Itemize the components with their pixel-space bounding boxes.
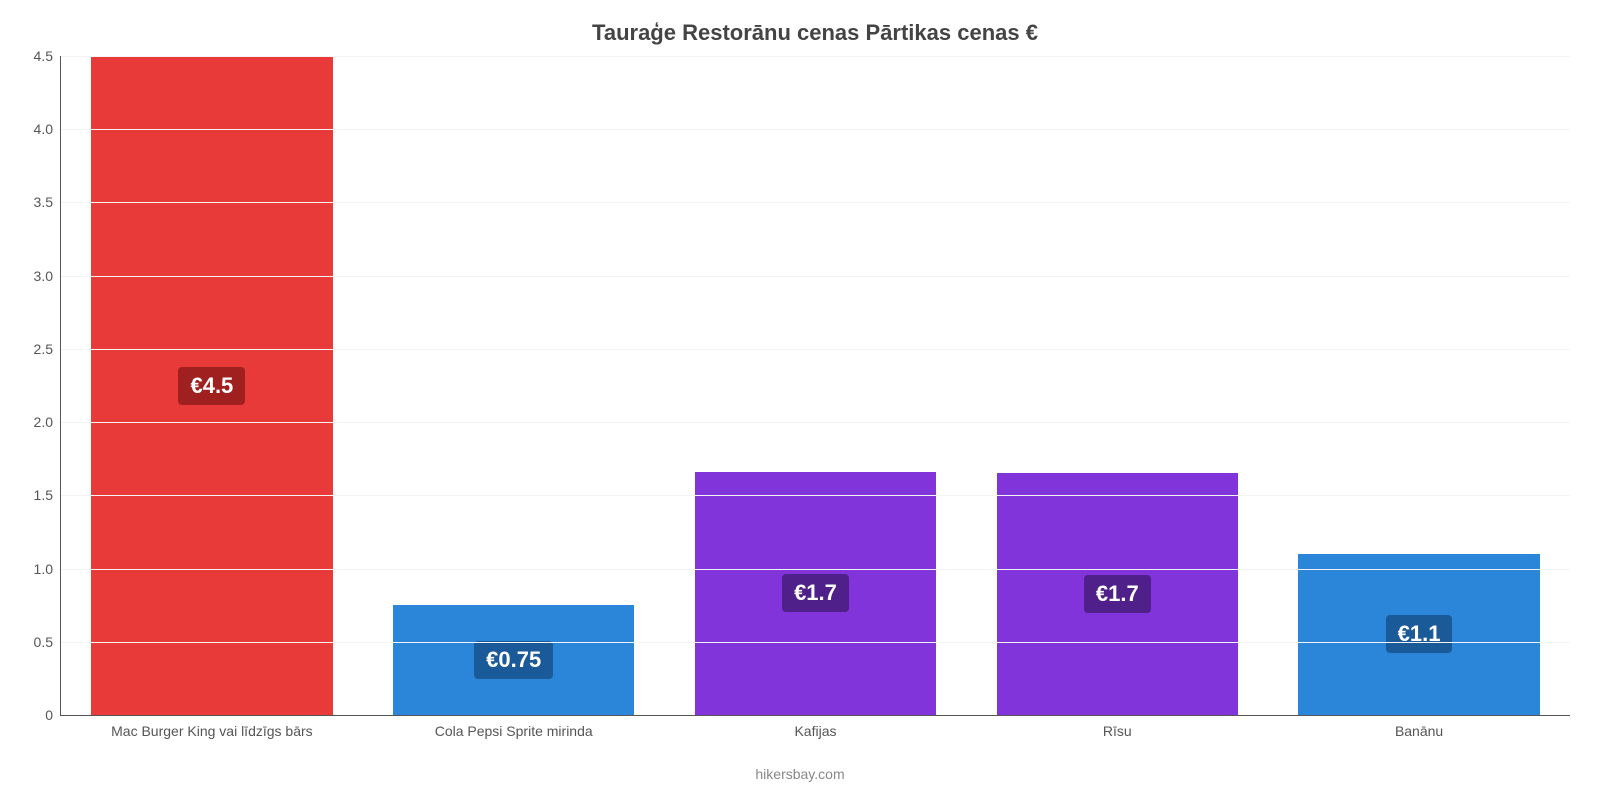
- bar-value-label: €1.7: [1084, 575, 1151, 613]
- x-tick-label: Mac Burger King vai līdzīgs bārs: [61, 715, 363, 739]
- bar: €1.7: [997, 473, 1238, 715]
- bar-value-label: €1.7: [782, 574, 849, 612]
- chart-title: Tauraģe Restorānu cenas Pārtikas cenas €: [60, 20, 1570, 46]
- grid-line: [61, 422, 1570, 423]
- bar-value-label: €4.5: [178, 367, 245, 405]
- y-tick-label: 2.0: [34, 414, 61, 430]
- grid-line: [61, 495, 1570, 496]
- x-tick-label: Kafijas: [665, 715, 967, 739]
- y-tick-label: 0: [45, 707, 61, 723]
- chart-attribution: hikersbay.com: [0, 766, 1600, 782]
- bar-value-label: €1.1: [1386, 615, 1453, 653]
- x-tick-label: Banānu: [1268, 715, 1570, 739]
- grid-line: [61, 569, 1570, 570]
- bar-slot: €1.7Rīsu: [966, 56, 1268, 715]
- bar-slot: €1.1Banānu: [1268, 56, 1570, 715]
- grid-line: [61, 129, 1570, 130]
- grid-line: [61, 276, 1570, 277]
- grid-line: [61, 202, 1570, 203]
- y-tick-label: 4.0: [34, 121, 61, 137]
- bar: €1.1: [1298, 554, 1539, 715]
- grid-line: [61, 56, 1570, 57]
- y-tick-label: 2.5: [34, 341, 61, 357]
- bar: €0.75: [393, 605, 634, 715]
- y-tick-label: 1.5: [34, 487, 61, 503]
- plot-area: €4.5Mac Burger King vai līdzīgs bārs€0.7…: [60, 56, 1570, 716]
- bar-slot: €4.5Mac Burger King vai līdzīgs bārs: [61, 56, 363, 715]
- x-tick-label: Rīsu: [966, 715, 1268, 739]
- y-tick-label: 3.0: [34, 268, 61, 284]
- y-tick-label: 4.5: [34, 48, 61, 64]
- x-tick-label: Cola Pepsi Sprite mirinda: [363, 715, 665, 739]
- price-bar-chart: Tauraģe Restorānu cenas Pārtikas cenas €…: [0, 0, 1600, 800]
- y-tick-label: 3.5: [34, 194, 61, 210]
- bar: €4.5: [91, 56, 332, 715]
- bars-container: €4.5Mac Burger King vai līdzīgs bārs€0.7…: [61, 56, 1570, 715]
- y-tick-label: 1.0: [34, 561, 61, 577]
- grid-line: [61, 642, 1570, 643]
- bar-slot: €0.75Cola Pepsi Sprite mirinda: [363, 56, 665, 715]
- y-tick-label: 0.5: [34, 634, 61, 650]
- bar-slot: €1.7Kafijas: [665, 56, 967, 715]
- bar-value-label: €0.75: [474, 641, 553, 679]
- bar: €1.7: [695, 472, 936, 715]
- grid-line: [61, 349, 1570, 350]
